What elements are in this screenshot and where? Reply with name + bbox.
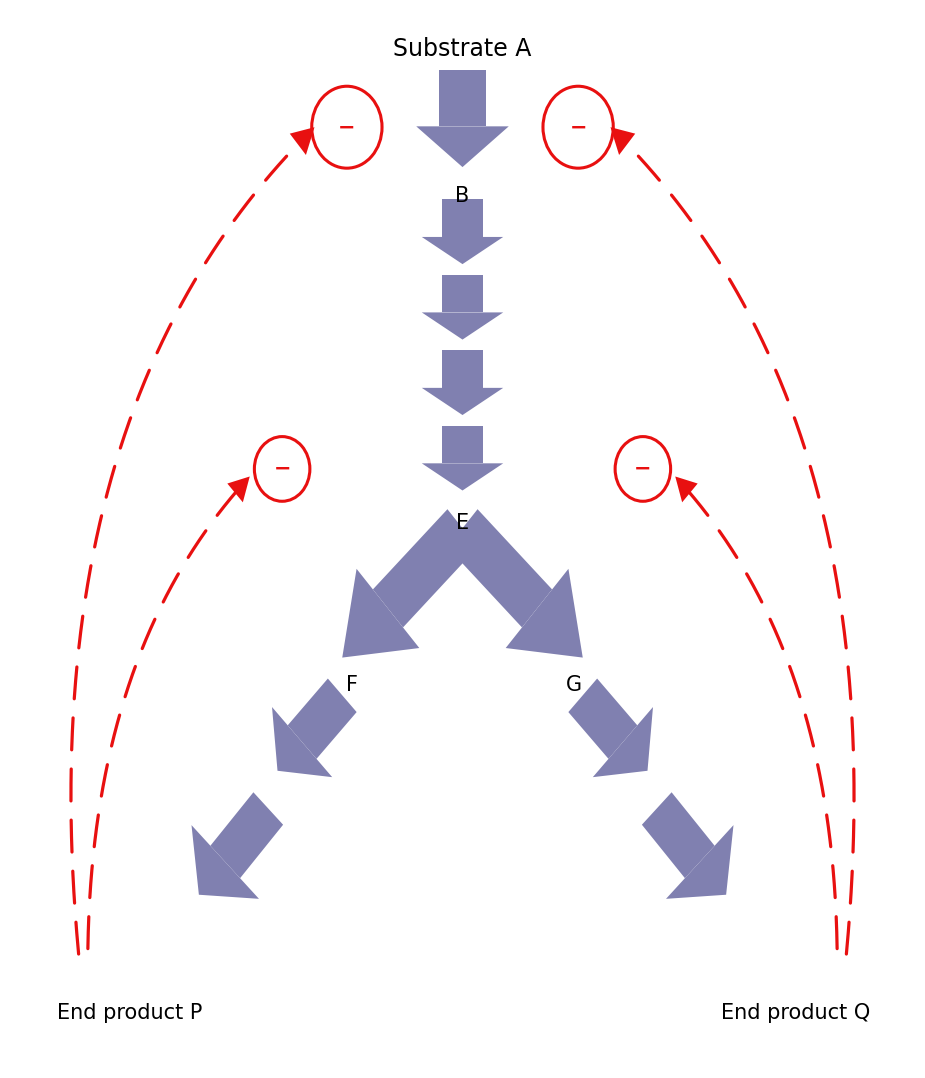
Polygon shape: [422, 388, 503, 415]
Text: E: E: [456, 513, 469, 533]
Text: −: −: [274, 459, 290, 479]
Text: −: −: [570, 118, 586, 137]
Text: B: B: [455, 186, 470, 206]
Polygon shape: [666, 825, 734, 899]
Polygon shape: [342, 569, 419, 658]
Polygon shape: [439, 70, 486, 126]
Polygon shape: [442, 199, 483, 237]
Polygon shape: [675, 476, 697, 502]
Polygon shape: [442, 275, 483, 313]
Polygon shape: [228, 476, 250, 502]
Polygon shape: [191, 825, 259, 899]
Polygon shape: [272, 707, 332, 777]
Polygon shape: [610, 127, 635, 155]
Circle shape: [543, 86, 613, 168]
Polygon shape: [416, 126, 509, 167]
Polygon shape: [448, 509, 552, 627]
Text: G: G: [565, 675, 582, 694]
Polygon shape: [442, 350, 483, 388]
Text: F: F: [346, 675, 357, 694]
Text: −: −: [339, 118, 355, 137]
Polygon shape: [210, 792, 283, 879]
Text: −: −: [635, 459, 651, 479]
Circle shape: [615, 437, 671, 501]
Polygon shape: [290, 127, 314, 155]
Polygon shape: [422, 464, 503, 490]
Text: End product P: End product P: [56, 1004, 203, 1023]
Polygon shape: [373, 509, 477, 627]
Polygon shape: [506, 569, 583, 658]
Polygon shape: [642, 792, 715, 879]
Text: End product Q: End product Q: [721, 1004, 870, 1023]
Polygon shape: [288, 678, 357, 759]
Polygon shape: [593, 707, 653, 777]
Circle shape: [312, 86, 382, 168]
Circle shape: [254, 437, 310, 501]
Polygon shape: [568, 678, 637, 759]
Text: Substrate A: Substrate A: [393, 37, 532, 60]
Polygon shape: [442, 426, 483, 464]
Polygon shape: [422, 237, 503, 264]
Polygon shape: [422, 313, 503, 340]
